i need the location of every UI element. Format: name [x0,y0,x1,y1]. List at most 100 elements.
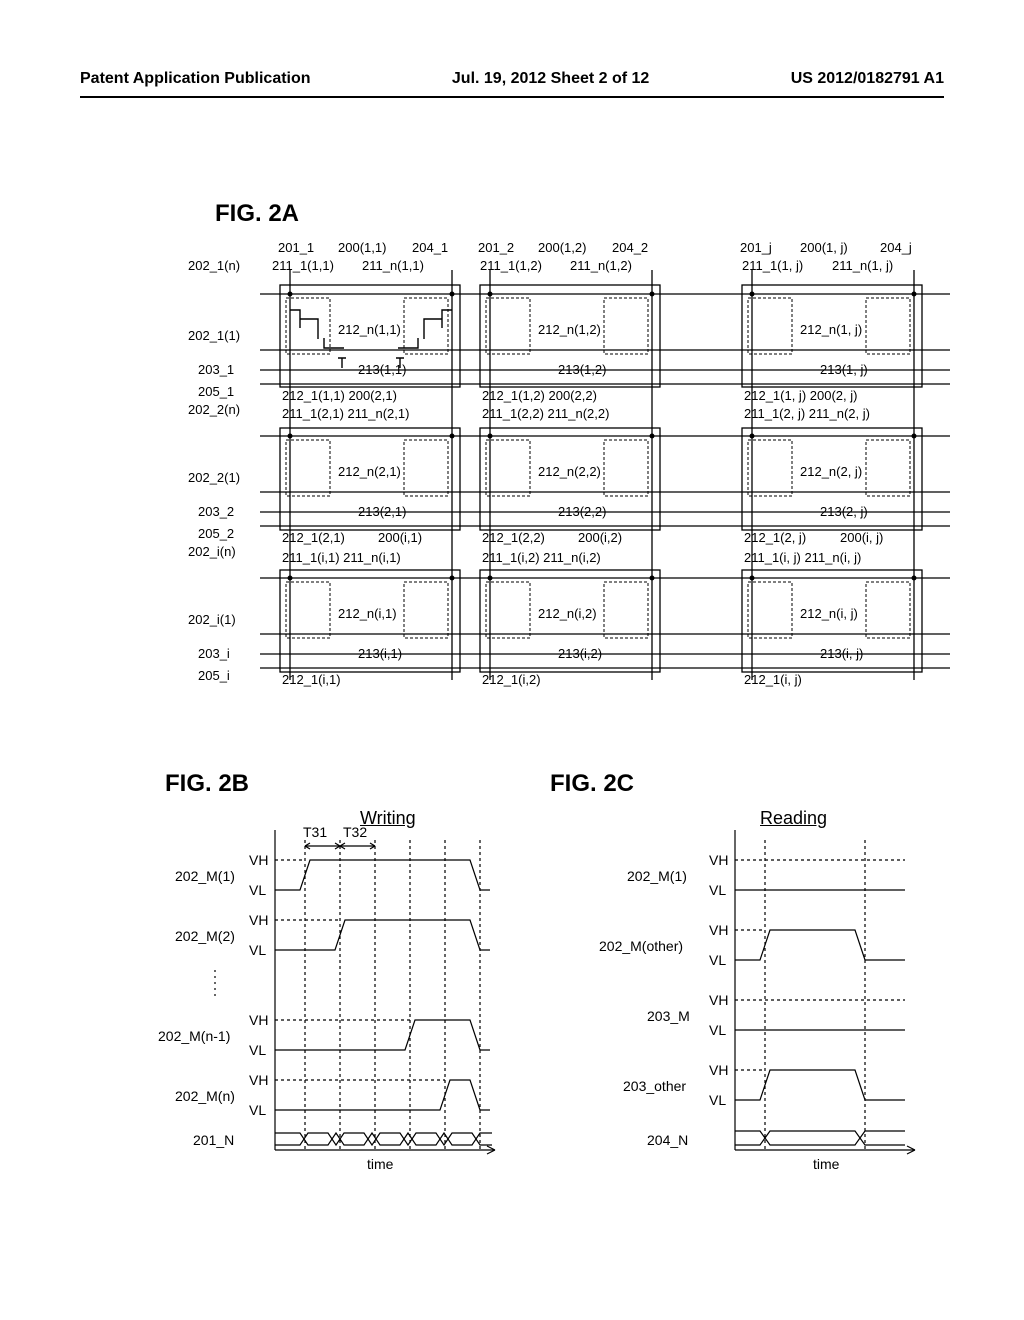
lbl-mid-c1: 212_1(1,2) 200(2,2) [482,388,597,403]
lbl-mid-c2: 211_1(2,2) 211_n(2,2) [482,406,609,421]
lbl-204-2: 204_2 [612,240,648,255]
lbl-203-1: 203_1 [198,362,234,377]
lbl-205-2: 205_2 [198,526,234,541]
lbl-t31: T31 [303,824,327,840]
lbl-sig-c-5: 204_N [647,1132,688,1148]
lbl-vl-c1: VL [709,882,726,898]
lbl-vl-b2: VL [249,942,266,958]
lbl-mid2-r1: 212_1(2, j) [744,530,806,545]
lbl-200-i1: 200(i,1) [378,530,422,545]
lbl-201-1: 201_1 [278,240,314,255]
lbl-mid2-l2: 211_1(i,1) 211_n(i,1) [282,550,401,565]
lbl-212n-22: 212_n(2,2) [538,464,601,479]
lbl-mid-r2: 211_1(2, j) 211_n(2, j) [744,406,870,421]
lbl-200-i2: 200(i,2) [578,530,622,545]
fig-2a-diagram: 201_1 200(1,1) 204_1 201_2 200(1,2) 204_… [190,240,960,680]
lbl-212n-1j: 212_n(1, j) [800,322,862,337]
lbl-212n-12: 212_n(1,2) [538,322,601,337]
lbl-211-1-1j: 211_1(1, j) [742,258,803,273]
lbl-mid2-c2: 211_1(i,2) 211_n(i,2) [482,550,601,565]
lbl-sig-b-4: 202_M(n) [175,1088,235,1104]
lbl-205-1: 205_1 [198,384,234,399]
lbl-213-ij: 213(i, j) [820,646,863,661]
lbl-mid-l2: 211_1(2,1) 211_n(2,1) [282,406,409,421]
lbl-t32: T32 [343,824,367,840]
lbl-mid2-c1: 212_1(2,2) [482,530,545,545]
header-center: Jul. 19, 2012 Sheet 2 of 12 [452,70,649,88]
lbl-sig-b-1: 202_M(1) [175,868,235,884]
fig-2c-svg [565,790,945,1190]
lbl-202-2-1: 202_2(1) [188,470,240,485]
lbl-mid-r1: 212_1(1, j) 200(2, j) [744,388,857,403]
lbl-vh-b1: VH [249,852,268,868]
lbl-200-ij: 200(i, j) [840,530,883,545]
lbl-213-i1: 213(i,1) [358,646,402,661]
lbl-time-b: time [367,1156,393,1172]
lbl-203-i: 203_i [198,646,230,661]
lbl-213-11: 213(1,1) [358,362,406,377]
header-rule [80,96,944,98]
lbl-202-1n: 202_1(n) [188,258,240,273]
lbl-vl-c3: VL [709,1022,726,1038]
lbl-211-n-11: 211_n(1,1) [362,258,424,273]
lbl-211-1-11: 211_1(1,1) [272,258,334,273]
lbl-200-1j: 200(1, j) [800,240,848,255]
lbl-213-i2: 213(i,2) [558,646,602,661]
lbl-212n-2j: 212_n(2, j) [800,464,862,479]
lbl-213-1j: 213(1, j) [820,362,868,377]
lbl-sig-b-2: 202_M(2) [175,928,235,944]
lbl-211-n-12: 211_n(1,2) [570,258,632,273]
lbl-202-i-1: 202_i(1) [188,612,236,627]
lbl-mid2-l1: 212_1(2,1) [282,530,345,545]
lbl-vh-b2: VH [249,912,268,928]
lbl-204-j: 204_j [880,240,912,255]
lbl-vh-c3: VH [709,992,728,1008]
lbl-vl-b3: VL [249,1042,266,1058]
lbl-212n-ij: 212_n(i, j) [800,606,858,621]
lbl-211-1-12: 211_1(1,2) [480,258,542,273]
lbl-vh-c4: VH [709,1062,728,1078]
lbl-mid2-r2: 211_1(i, j) 211_n(i, j) [744,550,861,565]
lbl-203-2: 203_2 [198,504,234,519]
header: Patent Application Publication Jul. 19, … [0,0,1024,98]
lbl-vh-c1: VH [709,852,728,868]
lbl-204-1: 204_1 [412,240,448,255]
lbl-212n-i1: 212_n(i,1) [338,606,397,621]
lbl-sig-b-5: 201_N [193,1132,234,1148]
lbl-mid-l1: 212_1(1,1) 200(2,1) [282,388,397,403]
lbl-vl-b1: VL [249,882,266,898]
lbl-vl-c4: VL [709,1092,726,1108]
lbl-200-12: 200(1,2) [538,240,586,255]
lbl-212n-11: 212_n(1,1) [338,322,401,337]
fig-2b-svg [145,790,525,1190]
fig-2a-label: FIG. 2A [215,200,299,228]
lbl-vh-c2: VH [709,922,728,938]
lbl-vh-b4: VH [249,1072,268,1088]
lbl-213-2j: 213(2, j) [820,504,868,519]
page: Patent Application Publication Jul. 19, … [0,0,1024,1320]
lbl-bottom-3: 212_1(i, j) [744,672,802,687]
header-right: US 2012/0182791 A1 [791,70,944,88]
lbl-bottom-2: 212_1(i,2) [482,672,541,687]
lbl-sig-c-3: 203_M [647,1008,690,1024]
lbl-212n-21: 212_n(2,1) [338,464,401,479]
lbl-vh-b3: VH [249,1012,268,1028]
lbl-205-i: 205_i [198,668,230,683]
fig-2b-diagram: T31 T32 202_M(1) 202_M(2) 202_M(n-1) 202… [145,790,525,1210]
lbl-200-11: 200(1,1) [338,240,386,255]
lbl-211-n-1j: 211_n(1, j) [832,258,893,273]
lbl-sig-c-2: 202_M(other) [599,938,683,954]
lbl-201-j: 201_j [740,240,772,255]
lbl-213-12: 213(1,2) [558,362,606,377]
lbl-vl-c2: VL [709,952,726,968]
lbl-bottom-1: 212_1(i,1) [282,672,341,687]
header-left: Patent Application Publication [80,70,311,88]
lbl-sig-c-1: 202_M(1) [627,868,687,884]
lbl-201-2: 201_2 [478,240,514,255]
lbl-202-in: 202_i(n) [188,544,236,559]
lbl-213-21: 213(2,1) [358,504,406,519]
lbl-202-1-1: 202_1(1) [188,328,240,343]
lbl-sig-b-3: 202_M(n-1) [158,1028,230,1044]
lbl-vl-b4: VL [249,1102,266,1118]
lbl-212n-i2: 212_n(i,2) [538,606,597,621]
